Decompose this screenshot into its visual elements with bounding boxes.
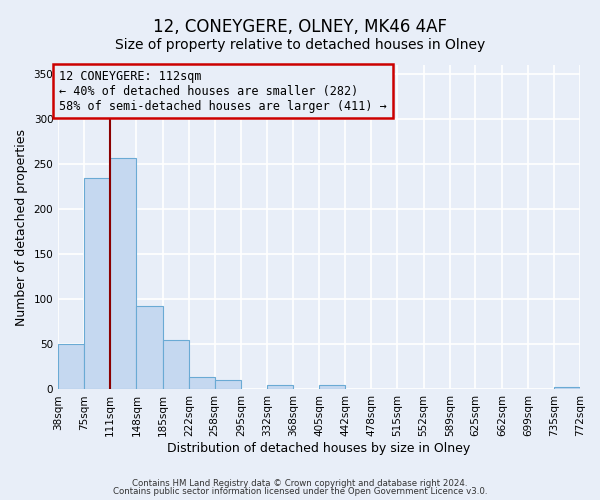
Text: Size of property relative to detached houses in Olney: Size of property relative to detached ho… [115, 38, 485, 52]
Text: Contains public sector information licensed under the Open Government Licence v3: Contains public sector information licen… [113, 487, 487, 496]
Bar [85, 178, 110, 390]
Bar [267, 385, 293, 390]
Bar [110, 158, 136, 390]
Bar [189, 377, 215, 390]
Bar [136, 306, 163, 390]
Text: 12 CONEYGERE: 112sqm
← 40% of detached houses are smaller (282)
58% of semi-deta: 12 CONEYGERE: 112sqm ← 40% of detached h… [59, 70, 386, 112]
Bar [554, 387, 580, 390]
Text: 12, CONEYGERE, OLNEY, MK46 4AF: 12, CONEYGERE, OLNEY, MK46 4AF [153, 18, 447, 36]
Bar [319, 385, 346, 390]
X-axis label: Distribution of detached houses by size in Olney: Distribution of detached houses by size … [167, 442, 471, 455]
Bar [215, 380, 241, 390]
Bar [163, 340, 189, 390]
Y-axis label: Number of detached properties: Number of detached properties [15, 128, 28, 326]
Bar [58, 344, 85, 390]
Text: Contains HM Land Registry data © Crown copyright and database right 2024.: Contains HM Land Registry data © Crown c… [132, 478, 468, 488]
